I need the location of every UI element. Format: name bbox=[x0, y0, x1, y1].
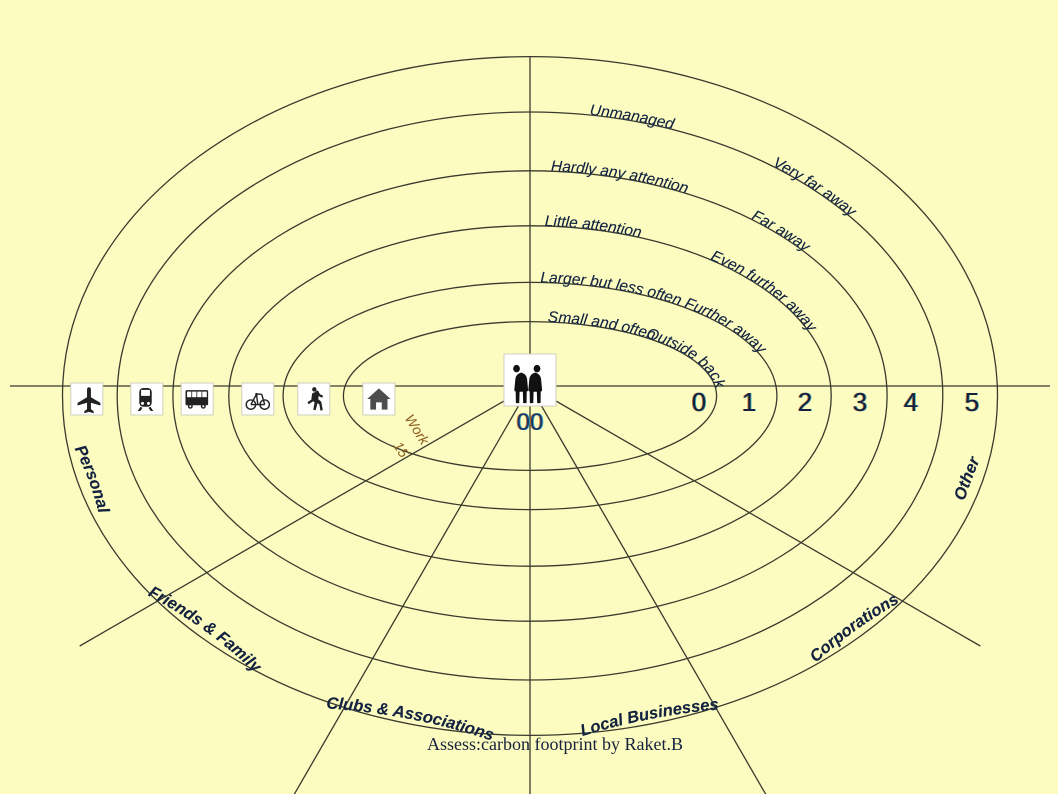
svg-text:0: 0 bbox=[692, 387, 706, 417]
svg-text:1: 1 bbox=[742, 387, 756, 417]
svg-text:3: 3 bbox=[853, 387, 867, 417]
svg-text:2: 2 bbox=[798, 387, 812, 417]
svg-text:4: 4 bbox=[904, 387, 918, 417]
svg-text:00: 00 bbox=[517, 409, 544, 436]
svg-text:Assess:carbon footprint by Rak: Assess:carbon footprint by Raket.B bbox=[427, 734, 683, 754]
svg-text:5: 5 bbox=[965, 387, 979, 417]
